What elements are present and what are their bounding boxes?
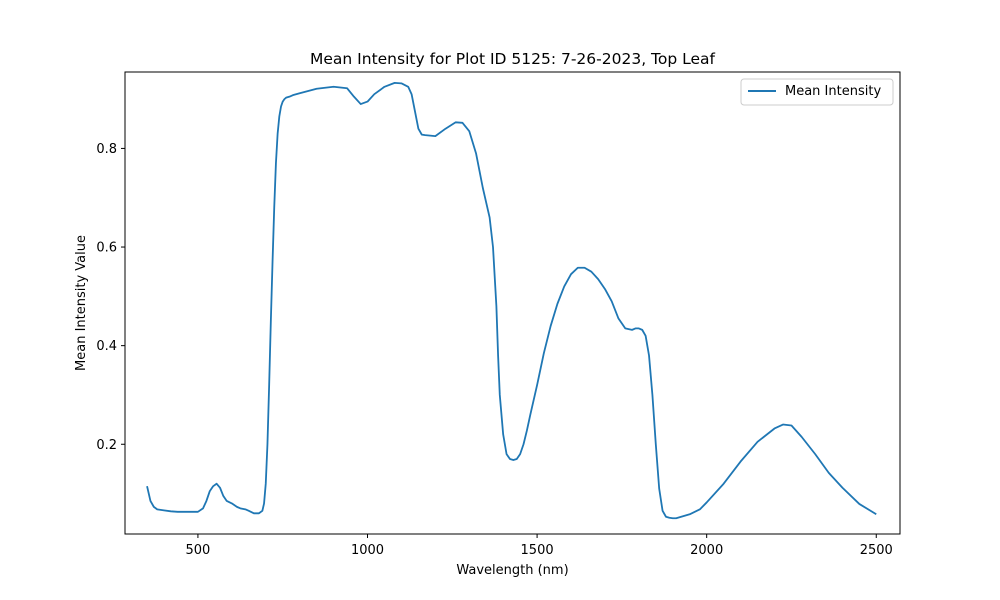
y-axis-ticks: 0.2 0.4 0.6 0.8 (96, 142, 125, 453)
legend-box (740, 78, 894, 106)
x-axis-ticks: 500 1000 1500 2000 2500 (186, 534, 893, 558)
x-tick-label: 2000 (690, 543, 723, 558)
y-tick-label: 0.4 (96, 339, 117, 354)
x-tick-label: 2500 (860, 543, 893, 558)
series-layer (146, 81, 877, 520)
x-tick-label: 500 (186, 543, 211, 558)
plot-area (124, 71, 901, 535)
legend: Mean Intensity (740, 78, 894, 106)
y-tick-label: 0.6 (96, 241, 117, 256)
x-tick-label: 1500 (521, 543, 554, 558)
x-tick-label: 1000 (351, 543, 384, 558)
legend-label-mean-intensity: Mean Intensity (785, 84, 881, 99)
chart-title: Mean Intensity for Plot ID 5125: 7-26-20… (310, 50, 716, 68)
y-tick-label: 0.8 (96, 142, 117, 157)
series-line-mean-intensity (146, 81, 877, 520)
y-axis-label: Mean Intensity Value (74, 235, 89, 371)
x-axis-label: Wavelength (nm) (456, 563, 568, 578)
y-tick-label: 0.2 (96, 438, 117, 453)
